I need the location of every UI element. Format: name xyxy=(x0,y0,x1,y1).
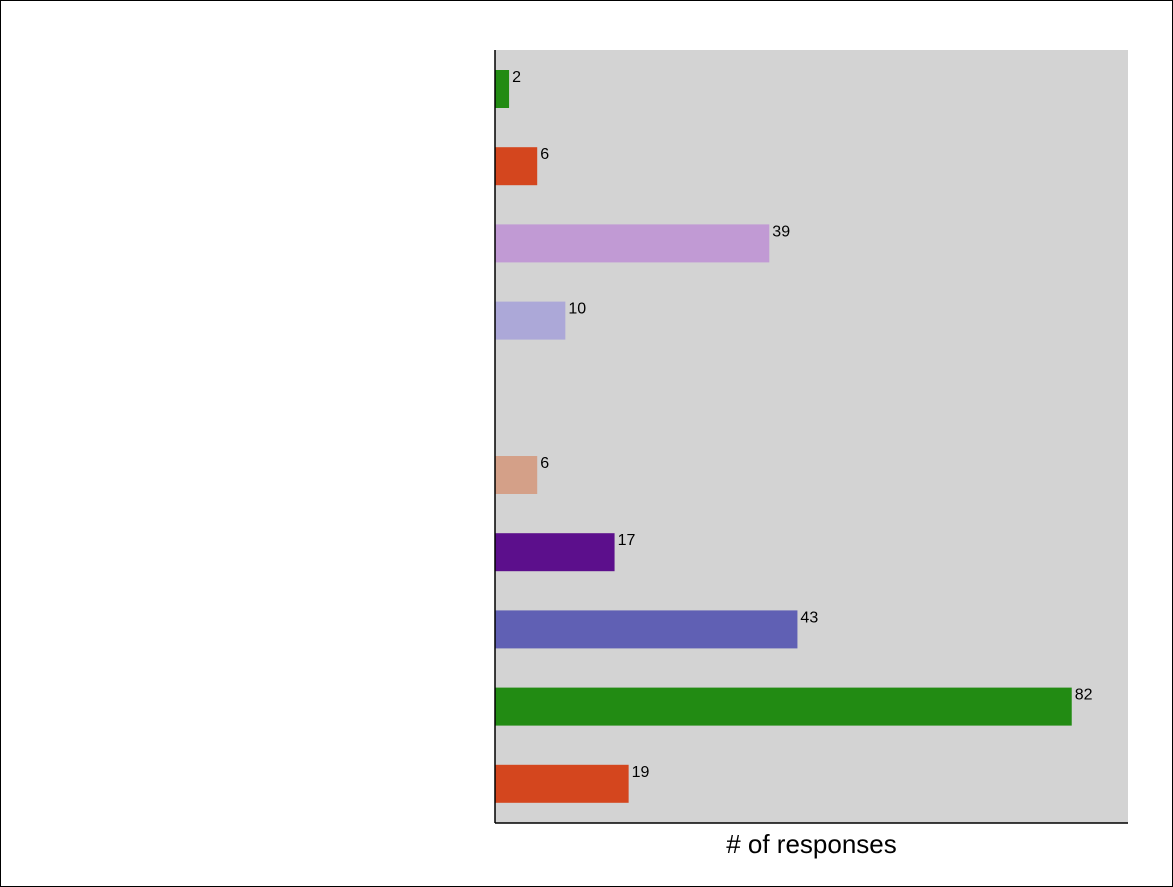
bar-2 xyxy=(495,147,538,186)
bar-9 xyxy=(495,687,1072,726)
bar-6 xyxy=(495,456,538,494)
bar-8 xyxy=(495,610,798,649)
bar-3 xyxy=(495,224,770,263)
bar-value-label-2: 6 xyxy=(540,146,549,163)
bar-value-label-10: 19 xyxy=(632,764,650,781)
bar-value-label-6: 6 xyxy=(540,455,549,472)
bars-group xyxy=(495,70,1072,803)
bar-10 xyxy=(495,764,629,803)
bar-value-label-9: 82 xyxy=(1075,687,1093,704)
value-labels-group: 2 6 39 10 6 17 43 82 19 xyxy=(512,69,1093,781)
bar-value-label-8: 43 xyxy=(800,609,818,626)
bar-value-label-1: 2 xyxy=(512,69,521,86)
bar-value-label-4: 10 xyxy=(568,301,586,318)
bar-7 xyxy=(495,533,615,572)
bar-value-label-3: 39 xyxy=(772,223,790,240)
bar-1 xyxy=(495,70,510,108)
x-axis-title: # of responses xyxy=(726,829,897,859)
bar-4 xyxy=(495,301,566,340)
bar-value-label-7: 17 xyxy=(618,532,636,549)
